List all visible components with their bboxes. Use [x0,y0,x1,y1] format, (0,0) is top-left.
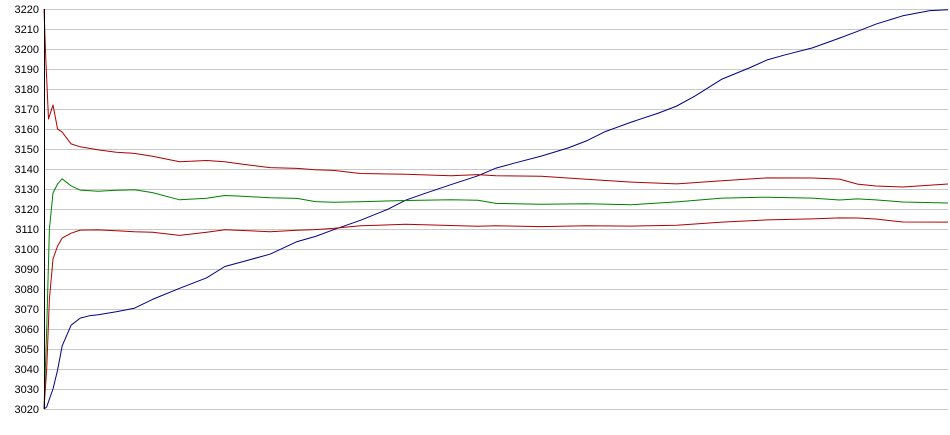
y-tick-label: 3200 [15,44,39,56]
y-tick-label: 3030 [15,384,39,396]
y-tick-label: 3180 [15,84,39,96]
y-tick-label: 3130 [15,184,39,196]
y-tick-label: 3050 [15,344,39,356]
y-tick-label: 3160 [15,124,39,136]
y-tick-label: 3070 [15,304,39,316]
y-tick-label: 3040 [15,364,39,376]
y-tick-label: 3080 [15,284,39,296]
y-tick-label: 3060 [15,324,39,336]
y-tick-label: 3020 [15,404,39,416]
series-line-1 [43,9,949,410]
y-tick-label: 3150 [15,144,39,156]
y-tick-label: 3190 [15,64,39,76]
series-lines [43,8,949,410]
y-axis-tick-labels: 3020 3030 3040 3050 3060 3070 3080 3090 3100 3110… [15,4,39,416]
gridlines [44,9,948,410]
series-line-3 [43,178,949,410]
y-tick-label: 3110 [15,224,39,236]
y-tick-label: 3220 [15,4,39,16]
y-tick-label: 3210 [15,24,39,36]
y-tick-label: 3090 [15,264,39,276]
y-tick-label: 3120 [15,204,39,216]
y-tick-label: 3140 [15,164,39,176]
y-tick-label: 3170 [15,104,39,116]
series-line-4 [43,217,949,410]
y-tick-label: 3100 [15,244,39,256]
series-line-2 [43,8,949,188]
